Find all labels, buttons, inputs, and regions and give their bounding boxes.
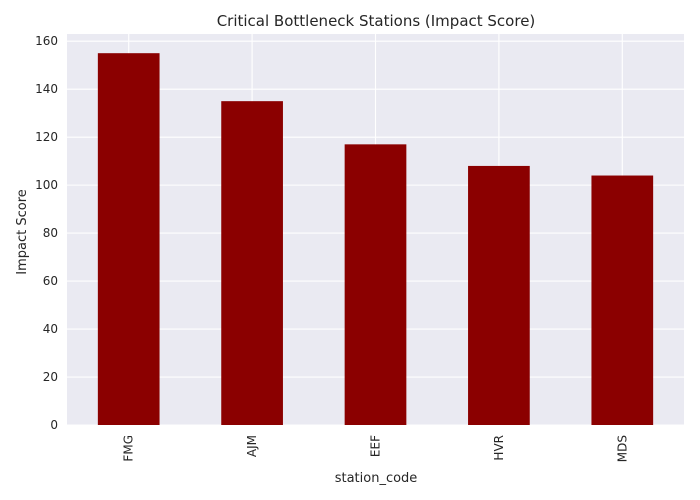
y-tick-label: 160 — [35, 34, 58, 48]
y-axis-label: Impact Score — [15, 189, 30, 275]
y-tick-label: 20 — [43, 370, 58, 384]
x-tick-label: HVR — [492, 435, 506, 461]
x-tick-label: AJM — [245, 435, 259, 457]
bar-ajm — [221, 101, 283, 425]
bar-hvr — [468, 165, 530, 426]
x-tick-label: FMG — [122, 435, 136, 462]
bar-fmg — [97, 53, 160, 425]
x-tick-label: EEF — [369, 435, 383, 457]
y-tick-labels: 0 20 40 60 80 100 120 140 160 — [35, 34, 58, 432]
y-tick-label: 40 — [43, 322, 58, 336]
y-tick-label: 140 — [35, 82, 58, 96]
chart-title: Critical Bottleneck Stations (Impact Sco… — [217, 12, 536, 30]
y-tick-label: 60 — [43, 274, 58, 288]
x-tick-label: MDS — [615, 435, 629, 462]
bar-mds — [591, 175, 654, 425]
x-tick-labels: FMG AJM EEF HVR MDS — [122, 435, 630, 462]
bar-eef — [344, 144, 407, 425]
bars — [97, 53, 654, 426]
y-tick-label: 0 — [50, 418, 58, 432]
x-axis-label: station_code — [335, 471, 418, 486]
y-tick-label: 80 — [43, 226, 58, 240]
y-tick-label: 100 — [35, 178, 58, 192]
y-tick-label: 120 — [35, 130, 58, 144]
